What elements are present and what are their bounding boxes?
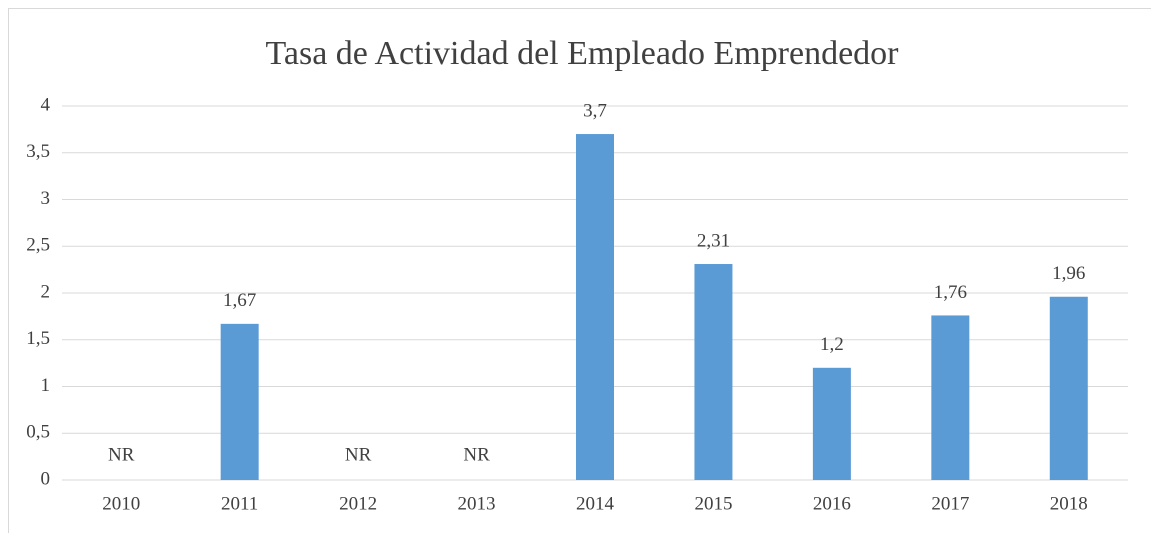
bar [931, 315, 970, 480]
y-tick-label: 0,5 [26, 422, 50, 443]
bar [220, 323, 259, 480]
y-tick-label: 2,5 [26, 235, 50, 256]
y-tick-label: 3 [41, 188, 51, 209]
data-label: 1,2 [820, 334, 844, 355]
x-tick-label: 2017 [931, 493, 969, 514]
y-tick-label: 2 [41, 281, 51, 302]
x-tick-label: 2015 [694, 493, 732, 514]
x-tick-label: 2018 [1050, 493, 1088, 514]
x-tick-label: 2011 [221, 493, 258, 514]
x-tick-label: 2010 [102, 493, 140, 514]
data-label: 2,31 [697, 230, 730, 251]
y-tick-label: 1 [41, 375, 51, 396]
x-tick-label: 2013 [458, 493, 496, 514]
x-tick-label: 2012 [339, 493, 377, 514]
chart-title: Tasa de Actividad del Empleado Emprended… [265, 35, 899, 72]
y-tick-label: 0 [41, 468, 51, 489]
bar [1049, 296, 1088, 480]
bar [812, 367, 851, 480]
bar [576, 134, 614, 481]
y-tick-label: 1,5 [26, 328, 50, 349]
x-tick-label: 2016 [813, 493, 851, 514]
data-label: 3,7 [583, 100, 607, 121]
data-label: 1,96 [1052, 263, 1085, 284]
chart-border [8, 8, 1151, 533]
data-label: 1,76 [934, 282, 967, 303]
data-label: NR [345, 444, 372, 465]
y-tick-label: 4 [41, 94, 51, 115]
data-label: NR [108, 444, 135, 465]
data-label: 1,67 [223, 290, 256, 311]
y-tick-label: 3,5 [26, 141, 50, 162]
data-label: NR [463, 444, 490, 465]
bar [694, 264, 733, 480]
x-tick-label: 2014 [576, 493, 615, 514]
